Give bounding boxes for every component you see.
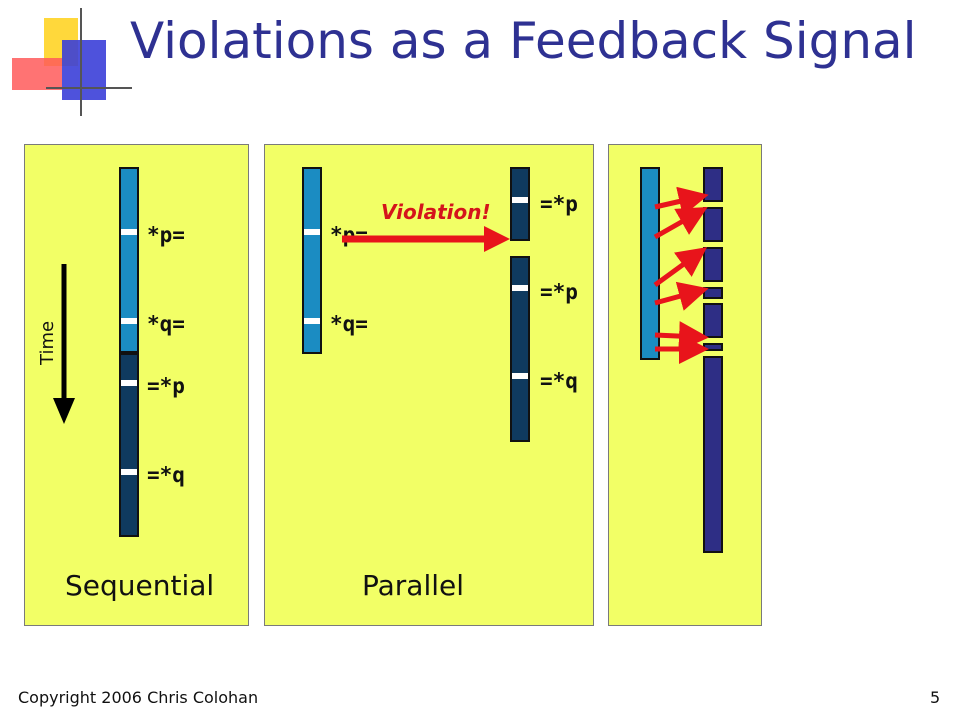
sequential-caption: Sequential <box>65 569 215 602</box>
op-marker <box>304 318 320 324</box>
op-marker <box>512 373 528 379</box>
consumer-segment-final <box>703 356 723 553</box>
parallel-thread-right-aborted <box>510 167 530 241</box>
op-label: =*q <box>540 369 578 393</box>
violation-arrows <box>653 186 709 364</box>
op-marker <box>121 229 137 235</box>
op-marker <box>121 318 137 324</box>
op-label: *p= <box>147 223 185 247</box>
page-number: 5 <box>930 688 941 707</box>
violation-label: Violation! <box>381 200 491 224</box>
parallel-caption: Parallel <box>362 569 465 602</box>
op-label: =*p <box>540 280 578 304</box>
sequential-thread-store-phase <box>119 167 139 353</box>
violation-arrow <box>342 226 510 252</box>
parallel-thread-left <box>302 167 322 354</box>
slide-title: Violations as a Feedback Signal <box>130 12 917 70</box>
op-label: =*p <box>147 374 185 398</box>
op-marker <box>304 229 320 235</box>
op-label: =*q <box>147 463 185 487</box>
producer-thread <box>640 167 660 360</box>
op-marker <box>121 380 137 386</box>
sequential-thread-load-phase <box>119 353 139 537</box>
op-label: *p= <box>330 223 368 247</box>
slide-logo <box>12 8 132 116</box>
violations-panel <box>608 144 762 626</box>
op-marker <box>512 197 528 203</box>
op-marker <box>121 469 137 475</box>
op-label: *q= <box>147 312 185 336</box>
op-label: *q= <box>330 312 368 336</box>
time-arrow <box>53 264 75 424</box>
parallel-thread-right-restarted <box>510 256 530 442</box>
op-label: =*p <box>540 192 578 216</box>
op-marker <box>512 285 528 291</box>
footer-copyright: Copyright 2006 Chris Colohan <box>18 688 259 707</box>
